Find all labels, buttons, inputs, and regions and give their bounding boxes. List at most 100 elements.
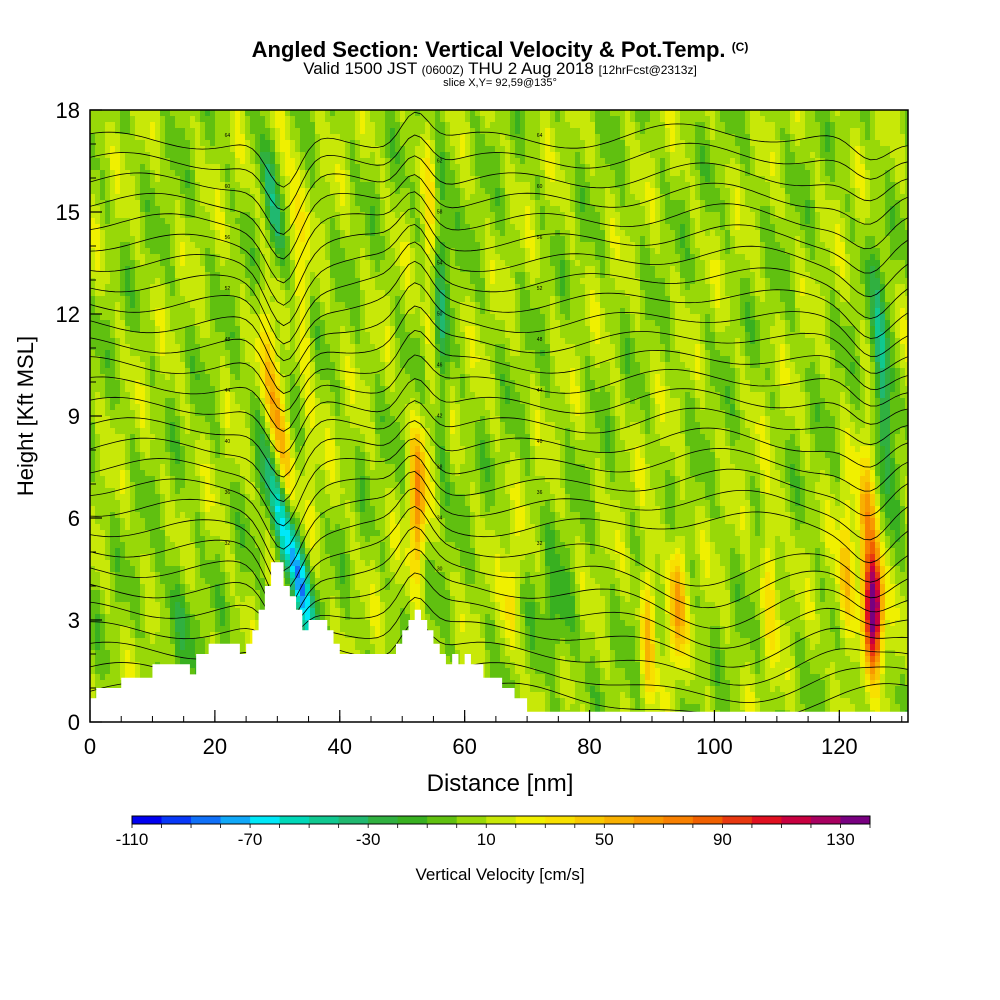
- velocity-cell: [630, 260, 636, 267]
- velocity-cell: [265, 212, 271, 219]
- velocity-cell: [480, 224, 486, 231]
- velocity-cell: [495, 110, 501, 117]
- velocity-cell: [165, 284, 171, 291]
- velocity-cell: [460, 122, 466, 129]
- velocity-cell: [725, 212, 731, 219]
- velocity-cell: [400, 290, 406, 297]
- velocity-cell: [400, 110, 406, 117]
- velocity-cell: [710, 116, 716, 123]
- velocity-cell: [225, 260, 231, 267]
- velocity-cell: [540, 194, 546, 201]
- velocity-cell: [610, 212, 616, 219]
- velocity-cell: [320, 290, 326, 297]
- velocity-cell: [605, 206, 611, 213]
- velocity-cell: [780, 194, 786, 201]
- velocity-cell: [375, 110, 381, 117]
- velocity-cell: [705, 176, 711, 183]
- velocity-cell: [700, 146, 706, 153]
- velocity-cell: [850, 206, 856, 213]
- velocity-cell: [350, 134, 356, 141]
- velocity-cell: [635, 140, 641, 147]
- velocity-cell: [230, 236, 236, 243]
- velocity-cell: [840, 110, 846, 117]
- velocity-cell: [150, 212, 156, 219]
- velocity-cell: [130, 182, 136, 189]
- velocity-cell: [235, 254, 241, 261]
- velocity-cell: [280, 110, 286, 117]
- velocity-cell: [885, 200, 891, 207]
- velocity-cell: [165, 200, 171, 207]
- velocity-cell: [660, 134, 666, 141]
- velocity-cell: [280, 206, 286, 213]
- velocity-cell: [755, 182, 761, 189]
- velocity-cell: [405, 176, 411, 183]
- velocity-cell: [90, 134, 96, 141]
- velocity-cell: [905, 218, 908, 225]
- velocity-cell: [630, 110, 636, 117]
- velocity-cell: [445, 230, 451, 237]
- velocity-cell: [225, 140, 231, 147]
- velocity-cell: [480, 158, 486, 165]
- velocity-cell: [425, 188, 431, 195]
- velocity-cell: [755, 116, 761, 123]
- velocity-cell: [725, 116, 731, 123]
- velocity-cell: [850, 176, 856, 183]
- velocity-cell: [480, 248, 486, 255]
- velocity-cell: [600, 248, 606, 255]
- velocity-cell: [265, 218, 271, 225]
- velocity-cell: [510, 272, 516, 279]
- velocity-cell: [250, 128, 256, 135]
- velocity-cell: [320, 158, 326, 165]
- velocity-cell: [620, 188, 626, 195]
- velocity-cell: [505, 254, 511, 261]
- velocity-cell: [905, 254, 908, 261]
- velocity-cell: [820, 170, 826, 177]
- velocity-cell: [395, 176, 401, 183]
- velocity-cell: [245, 242, 251, 249]
- velocity-cell: [225, 158, 231, 165]
- velocity-cell: [730, 134, 736, 141]
- velocity-cell: [870, 170, 876, 177]
- velocity-cell: [195, 242, 201, 249]
- velocity-cell: [375, 254, 381, 261]
- velocity-cell: [295, 206, 301, 213]
- velocity-cell: [765, 266, 771, 273]
- velocity-cell: [595, 188, 601, 195]
- velocity-cell: [730, 272, 736, 279]
- velocity-cell: [390, 242, 396, 249]
- velocity-cell: [500, 236, 506, 243]
- velocity-cell: [835, 146, 841, 153]
- velocity-cell: [395, 146, 401, 153]
- velocity-cell: [605, 200, 611, 207]
- velocity-cell: [245, 206, 251, 213]
- velocity-cell: [550, 152, 556, 159]
- velocity-cell: [365, 122, 371, 129]
- velocity-cell: [785, 284, 791, 291]
- velocity-cell: [675, 188, 681, 195]
- velocity-cell: [165, 260, 171, 267]
- velocity-cell: [390, 158, 396, 165]
- velocity-cell: [675, 278, 681, 285]
- velocity-cell: [485, 212, 491, 219]
- velocity-cell: [780, 200, 786, 207]
- velocity-cell: [150, 140, 156, 147]
- velocity-cell: [740, 122, 746, 129]
- velocity-cell: [715, 194, 721, 201]
- velocity-cell: [470, 248, 476, 255]
- velocity-cell: [865, 266, 871, 273]
- velocity-cell: [500, 230, 506, 237]
- velocity-cell: [675, 206, 681, 213]
- velocity-cell: [840, 200, 846, 207]
- velocity-cell: [260, 140, 266, 147]
- velocity-cell: [535, 146, 541, 153]
- velocity-cell: [525, 254, 531, 261]
- velocity-cell: [685, 224, 691, 231]
- velocity-cell: [155, 224, 161, 231]
- velocity-cell: [310, 110, 316, 117]
- velocity-cell: [695, 284, 701, 291]
- velocity-cell: [750, 260, 756, 267]
- velocity-cell: [495, 122, 501, 129]
- velocity-cell: [420, 272, 426, 279]
- velocity-cell: [360, 110, 366, 117]
- velocity-cell: [810, 236, 816, 243]
